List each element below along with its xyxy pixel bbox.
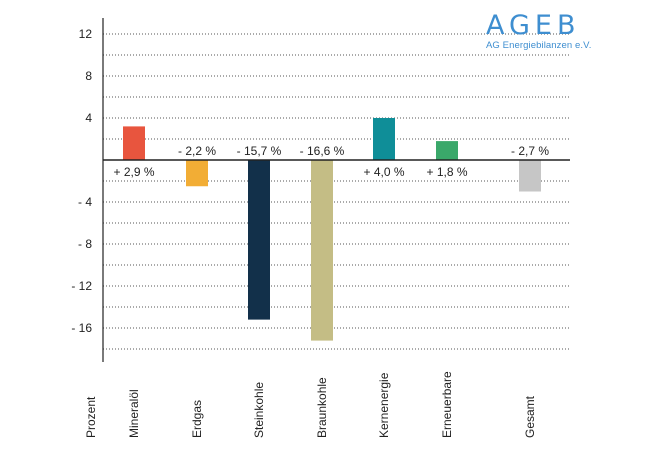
bar (186, 160, 208, 187)
bars (123, 118, 541, 341)
ageb-logo: AGEB AG Energiebilanzen e.V. (486, 10, 596, 52)
bar (248, 160, 270, 320)
y-tick-label: 8 (85, 69, 92, 83)
bar (519, 160, 541, 192)
bar (123, 126, 145, 160)
logo-subtitle: AG Energiebilanzen e.V. (486, 40, 592, 51)
category-label: Braunkohle (315, 377, 329, 438)
category-label: Erdgas (190, 400, 204, 438)
value-label: - 2,7 % (511, 144, 549, 158)
category-label: Steinkohle (252, 382, 266, 438)
bar (373, 118, 395, 160)
category-label: Erneuerbare (440, 371, 454, 438)
category-label: Mineralöl (127, 389, 141, 438)
y-tick-label: - 16 (71, 321, 92, 335)
value-label: + 4,0 % (363, 165, 404, 179)
axes (102, 18, 570, 362)
gridlines (103, 33, 570, 350)
value-label: - 15,7 % (237, 144, 282, 158)
logo-name: AGEB (486, 10, 581, 41)
value-label: + 1,8 % (426, 165, 467, 179)
y-tick-label: - 12 (71, 279, 92, 293)
y-tick-label: 12 (79, 27, 93, 41)
value-label: + 2,9 % (113, 165, 154, 179)
value-label: - 16,6 % (300, 144, 345, 158)
y-axis-label: Prozent (84, 396, 98, 438)
value-label: - 2,2 % (178, 144, 216, 158)
labels: 12 8 4 - 4 - 8 - 12 - 16 + 2,9 % - 2,2 % - 15,7 %… (71, 27, 549, 438)
category-label: Kernenergie (377, 372, 391, 438)
y-tick-label: - 4 (78, 195, 92, 209)
category-label: Gesamt (523, 395, 537, 438)
y-tick-label: 4 (85, 111, 92, 125)
bar (311, 160, 333, 341)
bar (436, 141, 458, 160)
y-tick-label: - 8 (78, 237, 92, 251)
